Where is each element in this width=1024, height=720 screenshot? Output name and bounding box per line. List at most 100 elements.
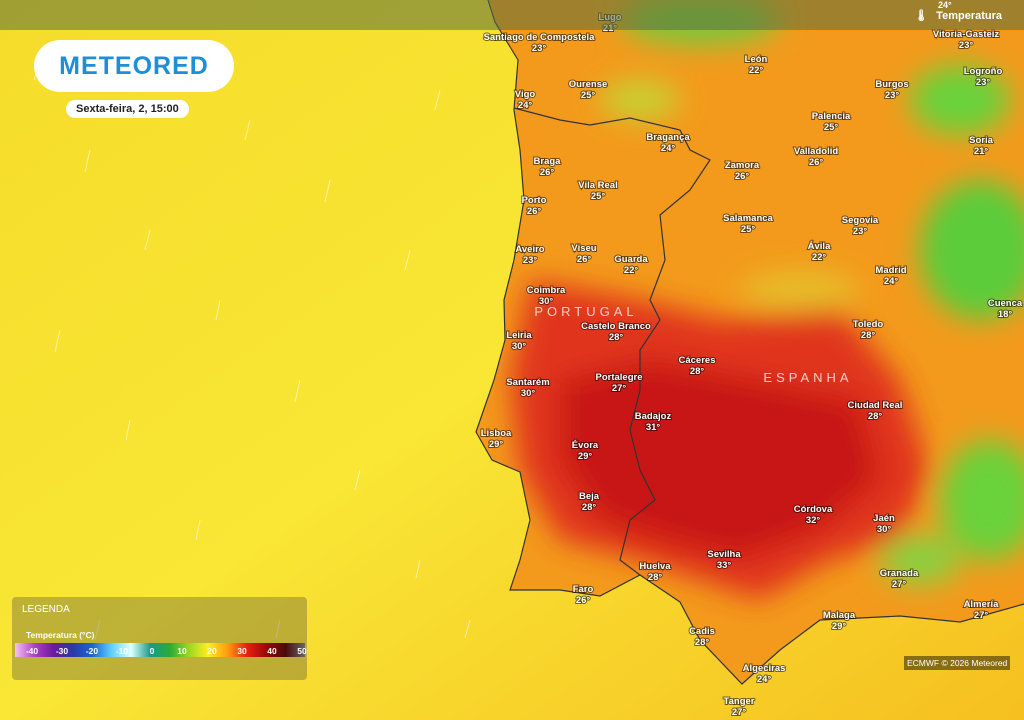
city-temp: 28° xyxy=(695,637,710,648)
city-temp: 27° xyxy=(892,579,907,590)
city-temp: 28° xyxy=(609,332,624,343)
city-temp: 29° xyxy=(489,439,504,450)
legend-tick: 40 xyxy=(267,646,277,656)
credit: ECMWF © 2026 Meteored xyxy=(904,656,1011,670)
city-temp: 23° xyxy=(853,226,868,237)
city-temp: 23° xyxy=(885,90,900,101)
city-name: Beja xyxy=(579,491,600,502)
city-temp: 27° xyxy=(732,707,747,718)
city-temp: 30° xyxy=(877,524,892,535)
city-temp: 24° xyxy=(757,674,772,685)
city-temp: 29° xyxy=(578,451,593,462)
city-name: Badajoz xyxy=(635,411,672,422)
legend-tick: 30 xyxy=(237,646,247,656)
city-temp: 31° xyxy=(646,422,661,433)
city-temp: 25° xyxy=(581,90,596,101)
city-name: Toledo xyxy=(853,319,884,330)
legend-tick: 0 xyxy=(149,646,155,656)
city-name: Leiria xyxy=(506,330,532,341)
city-temp: 33° xyxy=(717,560,732,571)
city-temp: 26° xyxy=(527,206,542,217)
forecast-time: Sexta-feira, 2, 15:00 xyxy=(66,100,189,118)
legend-tick: -40 xyxy=(25,646,39,656)
top-bar xyxy=(0,0,1024,30)
city-name: Soria xyxy=(969,135,993,146)
legend-tick: 50 xyxy=(297,646,307,656)
city-name: Viseu xyxy=(571,243,596,254)
city-temp: 24° xyxy=(661,143,676,154)
city-name: Huelva xyxy=(639,561,671,572)
layer-label[interactable]: 🌡 Temperatura xyxy=(914,10,1002,22)
city-temp: 23° xyxy=(976,77,991,88)
city-temp: 25° xyxy=(591,191,606,202)
city-name: Santarém xyxy=(506,377,549,388)
city-temp: 22° xyxy=(749,65,764,76)
city-name: Ciudad Real xyxy=(848,400,903,411)
city-name: Cadis xyxy=(689,626,715,637)
city-temp: 30° xyxy=(512,341,527,352)
color-scale xyxy=(15,643,305,657)
logo[interactable]: METEORED xyxy=(34,40,234,92)
layer-name: Temperatura xyxy=(936,10,1002,22)
city-temp: 18° xyxy=(998,309,1013,320)
city-temp: 25° xyxy=(741,224,756,235)
city-name: Malaga xyxy=(823,610,856,621)
legend-tick: -30 xyxy=(55,646,69,656)
city-temp: 26° xyxy=(809,157,824,168)
city-name: Cáceres xyxy=(679,355,716,366)
city-temp: 25° xyxy=(824,122,839,133)
city-name: Granada xyxy=(880,568,919,579)
city-name: León xyxy=(745,54,768,65)
city-name: Burgos xyxy=(875,79,908,90)
borders xyxy=(475,0,1024,685)
legend-title: LEGENDA xyxy=(22,604,70,615)
city-temp: 32° xyxy=(806,515,821,526)
city-temp: 23° xyxy=(523,255,538,266)
city-name: Braga xyxy=(534,156,562,167)
country-label: PORTUGAL xyxy=(534,304,637,319)
city-temp: 24° xyxy=(884,276,899,287)
city-name: Castelo Branco xyxy=(581,321,651,332)
legend-tick: 20 xyxy=(207,646,217,656)
city-name: Córdova xyxy=(794,504,833,515)
city-name: Vitoria-Gasteiz xyxy=(933,29,1000,40)
city-name: Vigo xyxy=(515,89,536,100)
city-name: Guarda xyxy=(614,254,648,265)
city-name: Tanger xyxy=(724,696,755,707)
city-temp: 27° xyxy=(974,610,989,621)
city-name: Portalegre xyxy=(596,372,643,383)
city-name: Porto xyxy=(522,195,547,206)
city-name: Segovia xyxy=(842,215,879,226)
city-name: Valladolid xyxy=(794,146,839,157)
city-temp: 28° xyxy=(690,366,705,377)
land xyxy=(476,0,1024,684)
city-temp: 30° xyxy=(539,296,554,307)
city-name: Lisboa xyxy=(481,428,512,439)
city-name: Palencia xyxy=(812,111,851,122)
city-temp: 29° xyxy=(832,621,847,632)
city-name: Logroño xyxy=(964,66,1003,77)
city-name: Madrid xyxy=(875,265,906,276)
legend-tick: -10 xyxy=(115,646,129,656)
city-name: Cuenca xyxy=(988,298,1023,309)
city-name: Santiago de Compostela xyxy=(484,32,596,43)
city-temp: 26° xyxy=(540,167,555,178)
city-name: Zamora xyxy=(725,160,760,171)
city-temp: 24° xyxy=(518,100,533,111)
city-name: Vila Real xyxy=(578,180,617,191)
legend: LEGENDA Temperatura (°C) -40 -30 -20 -10 0 10… xyxy=(12,597,307,680)
city-name: Sevilha xyxy=(707,549,741,560)
legend-subtitle: Temperatura (°C) xyxy=(26,630,95,640)
city-temp: 23° xyxy=(532,43,547,54)
city-temp: 28° xyxy=(868,411,883,422)
city-name: Jaén xyxy=(873,513,895,524)
city-name: Aveiro xyxy=(515,244,544,255)
city-temp: 28° xyxy=(582,502,597,513)
city-temp: 22° xyxy=(812,252,827,263)
city-temp: 26° xyxy=(577,254,592,265)
city-temp: 21° xyxy=(974,146,989,157)
city-name: Bragança xyxy=(646,132,690,143)
city-name: Ávila xyxy=(808,241,831,252)
